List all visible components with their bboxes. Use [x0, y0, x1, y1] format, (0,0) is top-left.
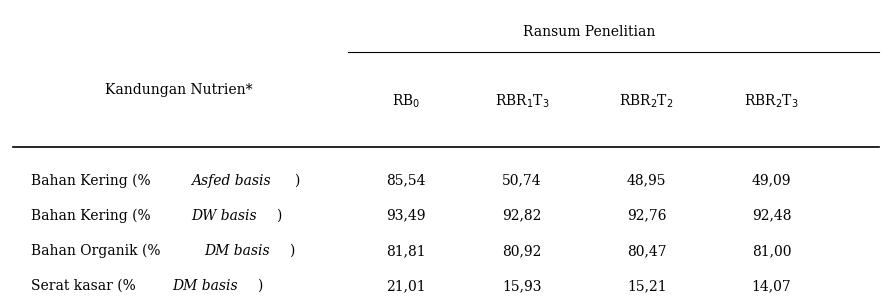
Text: RBR$_2$T$_2$: RBR$_2$T$_2$ [619, 92, 674, 110]
Text: Kandungan Nutrien*: Kandungan Nutrien* [104, 83, 252, 96]
Text: 85,54: 85,54 [386, 174, 425, 188]
Text: Bahan Organik (%: Bahan Organik (% [31, 244, 165, 258]
Text: Ransum Penelitian: Ransum Penelitian [523, 25, 655, 39]
Text: DM basis: DM basis [172, 279, 237, 293]
Text: 81,00: 81,00 [752, 244, 791, 258]
Text: 92,48: 92,48 [752, 209, 791, 223]
Text: 15,93: 15,93 [502, 279, 541, 293]
Text: 92,82: 92,82 [502, 209, 541, 223]
Text: Bahan Kering (%: Bahan Kering (% [31, 173, 155, 188]
Text: 80,47: 80,47 [627, 244, 666, 258]
Text: ): ) [294, 174, 300, 188]
Text: Asfed basis: Asfed basis [191, 174, 271, 188]
Text: 50,74: 50,74 [502, 174, 541, 188]
Text: 48,95: 48,95 [627, 174, 666, 188]
Text: 15,21: 15,21 [627, 279, 666, 293]
Text: 49,09: 49,09 [752, 174, 791, 188]
Text: DW basis: DW basis [191, 209, 257, 223]
Text: ): ) [257, 279, 262, 293]
Text: 21,01: 21,01 [386, 279, 425, 293]
Text: Serat kasar (%: Serat kasar (% [31, 279, 140, 293]
Text: 14,07: 14,07 [752, 279, 791, 293]
Text: 81,81: 81,81 [386, 244, 425, 258]
Text: ): ) [276, 209, 281, 223]
Text: RB$_0$: RB$_0$ [392, 92, 420, 110]
Text: DM basis: DM basis [204, 244, 269, 258]
Text: 93,49: 93,49 [386, 209, 425, 223]
Text: Bahan Kering (%: Bahan Kering (% [31, 208, 155, 223]
Text: ): ) [289, 244, 294, 258]
Text: RBR$_2$T$_3$: RBR$_2$T$_3$ [744, 92, 799, 110]
Text: 92,76: 92,76 [627, 209, 666, 223]
Text: RBR$_1$T$_3$: RBR$_1$T$_3$ [494, 92, 549, 110]
Text: 80,92: 80,92 [502, 244, 541, 258]
